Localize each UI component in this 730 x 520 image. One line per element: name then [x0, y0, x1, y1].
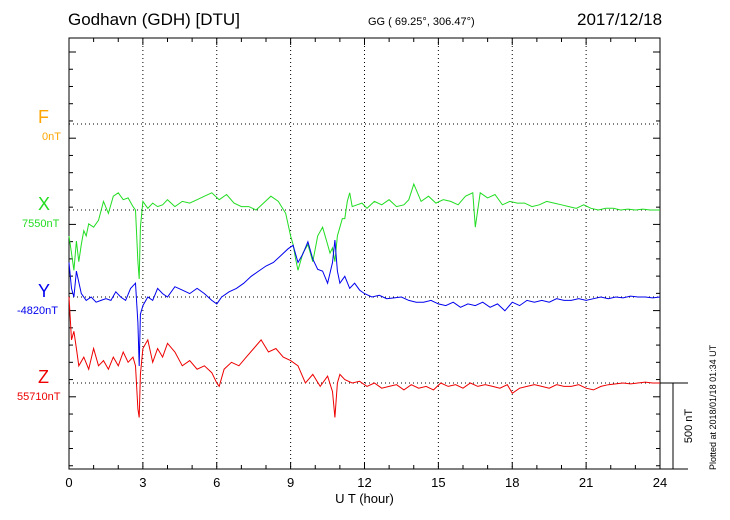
- xtick-label-15: 15: [431, 475, 445, 490]
- xtick-label-12: 12: [357, 475, 371, 490]
- baseline-Z: 55710nT: [17, 391, 61, 403]
- baseline-F: 0nT: [42, 131, 61, 143]
- series-line-Z: [68, 296, 660, 418]
- scale-bar-label: 500 nT: [683, 409, 695, 444]
- xtick-label-3: 3: [139, 475, 146, 490]
- label-F: F: [38, 107, 49, 127]
- series-line-Y: [68, 240, 661, 367]
- series-line-X: [68, 182, 660, 280]
- baseline-X: 7550nT: [22, 218, 60, 230]
- xtick-label-0: 0: [65, 475, 72, 490]
- xtick-label-18: 18: [505, 475, 519, 490]
- x-axis-label: U T (hour): [335, 491, 394, 506]
- label-X: X: [38, 194, 51, 214]
- date-label: 2017/12/18: [577, 10, 663, 29]
- label-Y: Y: [38, 281, 51, 301]
- baseline-Y: -4820nT: [17, 305, 58, 317]
- xtick-label-6: 6: [213, 475, 220, 490]
- xtick-label-24: 24: [653, 475, 667, 490]
- coordinates-label: GG ( 69.25°, 306.47°): [368, 16, 475, 28]
- xtick-label-9: 9: [287, 475, 294, 490]
- station-title: Godhavn (GDH) [DTU]: [68, 10, 240, 29]
- label-Z: Z: [38, 367, 49, 387]
- xtick-label-21: 21: [579, 475, 593, 490]
